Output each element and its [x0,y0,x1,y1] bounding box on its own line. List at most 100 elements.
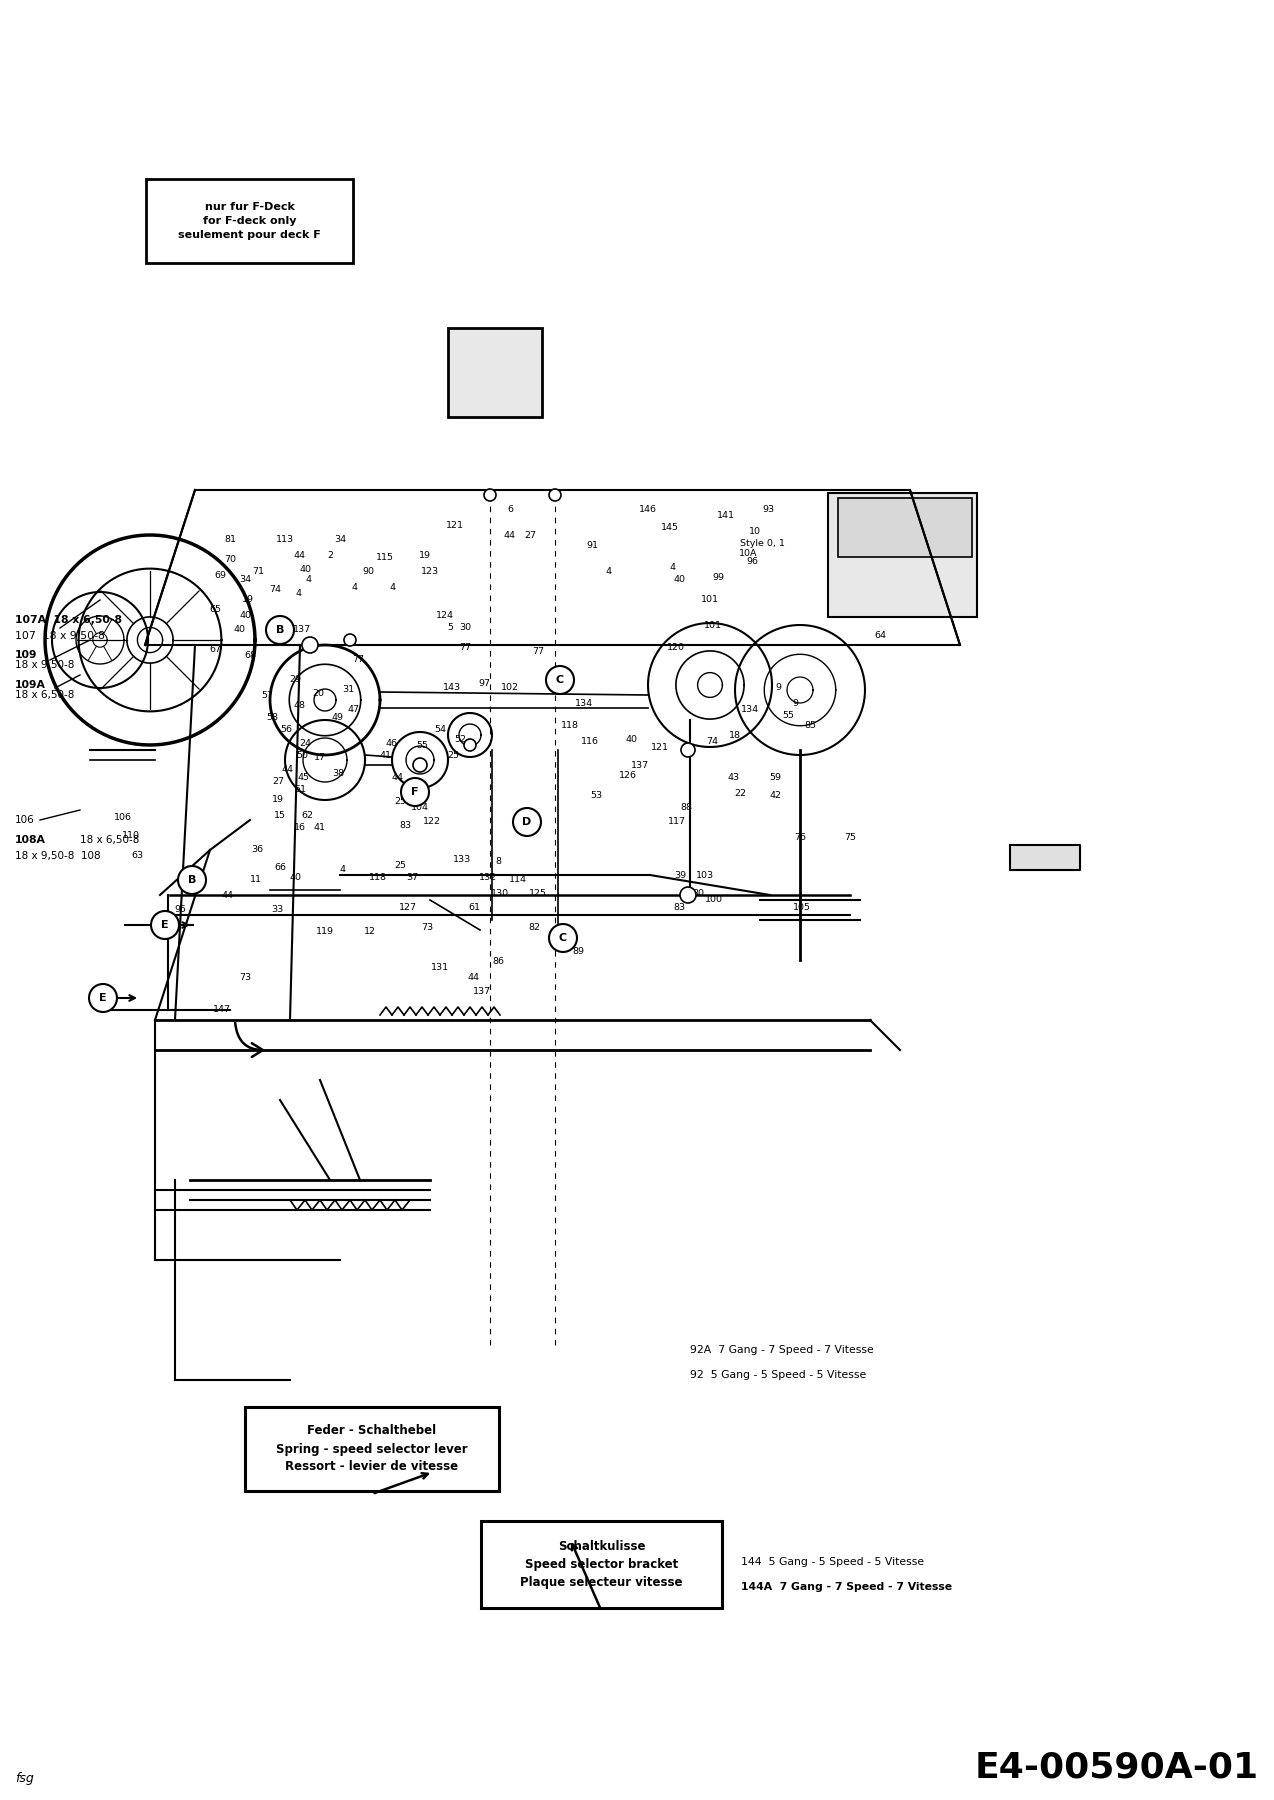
Text: 34: 34 [334,536,347,544]
Circle shape [464,740,476,751]
Text: 89: 89 [572,947,583,956]
Text: 40: 40 [299,565,311,574]
Text: 68: 68 [245,650,256,659]
Text: 9: 9 [792,698,798,707]
Circle shape [549,490,561,500]
Text: 18 x 6,50-8: 18 x 6,50-8 [15,689,74,700]
Text: 43: 43 [727,774,740,783]
Circle shape [401,778,429,806]
Text: 83: 83 [673,904,685,913]
Text: 4: 4 [352,583,358,592]
Text: 86: 86 [492,958,505,967]
Text: 91: 91 [586,540,598,549]
Text: C: C [555,675,564,686]
Text: 40: 40 [626,736,637,745]
Text: 101: 101 [701,596,719,605]
Text: C: C [559,934,567,943]
Text: 116: 116 [581,738,599,747]
Text: 134: 134 [741,706,759,715]
Text: 52: 52 [454,736,466,745]
Text: 92  5 Gang - 5 Speed - 5 Vitesse: 92 5 Gang - 5 Speed - 5 Vitesse [691,1370,866,1381]
Text: 100: 100 [705,896,724,904]
Text: 124: 124 [436,610,454,619]
Polygon shape [1010,844,1080,869]
Text: 76: 76 [794,833,806,842]
Text: 38: 38 [333,769,344,778]
FancyBboxPatch shape [482,1521,722,1607]
Text: 96: 96 [747,558,758,567]
Text: 10: 10 [749,527,761,536]
Text: 80: 80 [692,889,705,898]
Text: 81: 81 [224,536,236,544]
FancyBboxPatch shape [448,328,541,418]
Text: 4: 4 [339,866,345,875]
Text: 134: 134 [575,698,594,707]
Text: 104: 104 [412,803,429,812]
Text: 12: 12 [364,927,376,936]
Text: 102: 102 [501,682,519,691]
Text: 67: 67 [209,646,220,655]
FancyBboxPatch shape [147,178,353,263]
Text: 137: 137 [631,760,648,770]
Text: 97: 97 [478,679,490,688]
Text: 44: 44 [392,774,404,783]
Text: 71: 71 [252,567,264,576]
Text: 118: 118 [561,720,578,729]
Text: 55: 55 [782,711,794,720]
Text: 95: 95 [175,905,186,914]
Text: 41: 41 [380,751,392,760]
Text: 62: 62 [301,810,313,819]
Text: 101: 101 [705,621,722,630]
Text: 131: 131 [431,963,448,972]
Circle shape [302,637,318,653]
Circle shape [344,634,355,646]
Text: 77: 77 [533,648,544,657]
Circle shape [266,616,294,644]
Text: 10A: 10A [739,549,757,558]
Text: 58: 58 [266,713,278,722]
Text: 147: 147 [213,1006,231,1015]
Text: 88: 88 [680,803,692,812]
Text: 19: 19 [419,551,431,560]
Text: 125: 125 [529,889,547,898]
Text: E: E [99,994,106,1003]
Text: 51: 51 [294,785,306,794]
Text: Feder - Schalthebel
Spring - speed selector lever
Ressort - levier de vitesse: Feder - Schalthebel Spring - speed selec… [276,1424,468,1474]
Text: 109: 109 [15,650,37,661]
Circle shape [178,866,206,895]
Text: 55: 55 [417,740,428,749]
Text: 20: 20 [312,689,324,698]
Text: 27: 27 [273,778,284,787]
Text: 61: 61 [468,904,480,913]
Text: 145: 145 [661,524,679,533]
Text: 17: 17 [313,754,326,763]
Text: 34: 34 [240,576,251,585]
Text: F: F [412,787,419,797]
Text: 3: 3 [689,745,696,754]
Circle shape [547,666,575,695]
Circle shape [680,887,696,904]
Text: E4-00590A-01: E4-00590A-01 [975,1751,1259,1786]
Text: 36: 36 [251,846,262,855]
Text: 57: 57 [261,691,273,700]
Text: nur fur F-Deck
for F-deck only
seulement pour deck F: nur fur F-Deck for F-deck only seulement… [178,202,321,239]
Text: E: E [162,920,168,929]
Text: C: C [557,675,563,684]
Text: 44: 44 [505,531,516,540]
Text: E: E [162,920,169,931]
Text: 18 x 6,50-8: 18 x 6,50-8 [80,835,139,844]
Text: 137: 137 [473,988,490,997]
Text: 130: 130 [490,889,510,898]
Text: D: D [522,817,531,826]
Text: 29: 29 [289,675,301,684]
Text: 118: 118 [369,873,387,882]
Text: 121: 121 [446,520,464,529]
Text: 27: 27 [524,531,536,540]
Text: 66: 66 [274,864,285,873]
Text: 46: 46 [386,738,397,747]
Text: 25: 25 [447,751,459,760]
Text: 37: 37 [406,873,418,882]
Text: 4: 4 [669,563,675,572]
Text: 143: 143 [443,684,461,693]
Text: 4: 4 [296,589,301,598]
